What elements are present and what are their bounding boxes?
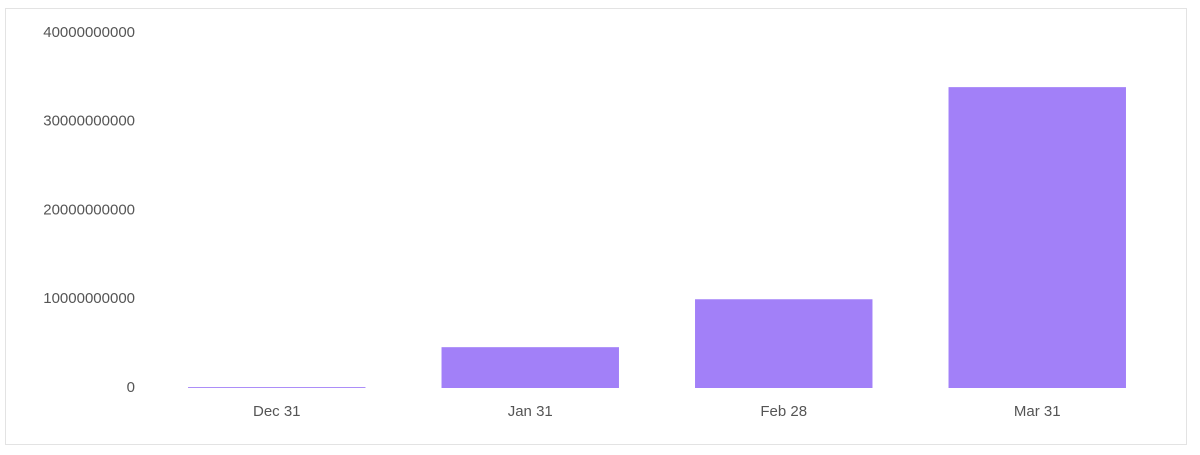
y-tick-label: 20000000000	[43, 201, 135, 218]
x-tick-label: Feb 28	[760, 403, 807, 420]
chart-frame	[5, 8, 1187, 445]
x-tick-label: Dec 31	[253, 403, 301, 420]
bar	[441, 347, 619, 388]
y-tick-label: 10000000000	[43, 290, 135, 307]
x-tick-label: Mar 31	[1014, 403, 1061, 420]
y-tick-label: 0	[127, 379, 135, 396]
y-tick-label: 30000000000	[43, 113, 135, 130]
bar	[695, 299, 873, 388]
y-tick-label: 40000000000	[43, 24, 135, 41]
x-tick-label: Jan 31	[508, 403, 553, 420]
bar	[948, 87, 1126, 388]
bar	[188, 387, 366, 388]
